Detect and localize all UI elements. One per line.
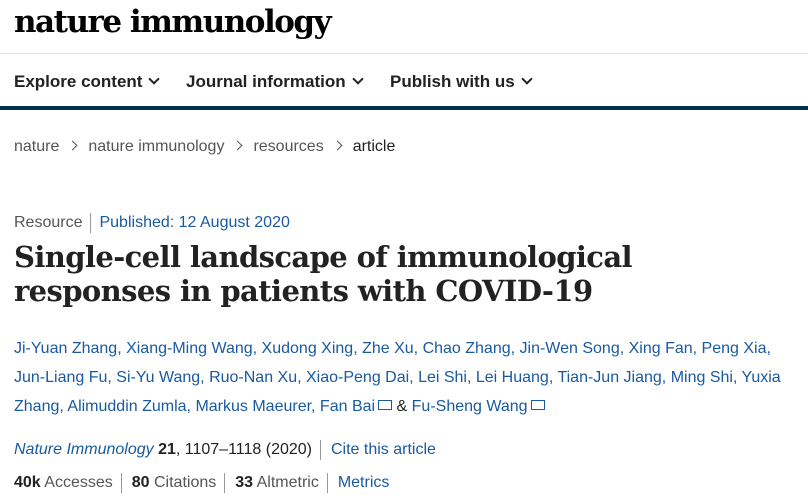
journal-name: Nature Immunology xyxy=(14,441,154,459)
chevron-down-icon xyxy=(148,73,161,85)
author-link[interactable]: Ji-Yuan Zhang xyxy=(14,340,118,357)
author-link[interactable]: Markus Maeurer xyxy=(195,398,312,415)
mail-icon[interactable] xyxy=(378,400,393,410)
author-link[interactable]: Chao Zhang xyxy=(422,340,511,357)
breadcrumb-resources[interactable]: resources xyxy=(253,138,324,155)
author-ampersand: & xyxy=(396,398,408,415)
divider xyxy=(90,213,92,233)
published-date: Published: 12 August 2020 xyxy=(99,214,290,232)
author-list: Ji-Yuan Zhang, Xiang-Ming Wang, Xudong X… xyxy=(14,340,781,415)
citations-count: 80 xyxy=(131,474,150,492)
author-link[interactable]: Si-Yu Wang xyxy=(116,369,201,386)
divider xyxy=(319,440,321,460)
author-link[interactable]: Yuxia Zhang xyxy=(14,369,781,415)
divider xyxy=(326,473,328,493)
metrics-link[interactable]: Metrics xyxy=(337,474,390,492)
author-link[interactable]: Lei Huang xyxy=(475,369,549,386)
author-link[interactable]: Xiao-Peng Dai xyxy=(306,369,410,386)
article-title: Single-cell landscape of immunological r… xyxy=(14,240,633,308)
author-link[interactable]: Xiang-Ming Wang xyxy=(126,340,253,357)
breadcrumb-nature[interactable]: nature xyxy=(14,138,60,155)
cite-this-article-link[interactable]: Cite this article xyxy=(330,441,436,459)
mail-icon[interactable] xyxy=(530,400,545,410)
author-link[interactable]: Alimuddin Zumla xyxy=(67,398,187,415)
author-link[interactable]: Zhe Xu xyxy=(362,340,414,357)
chevron-down-icon xyxy=(521,73,533,85)
author-link[interactable]: Ming Shi xyxy=(670,369,733,386)
divider xyxy=(120,473,122,493)
author-link[interactable]: Fan Bai xyxy=(319,398,376,415)
journal-logo[interactable]: nature immunology xyxy=(14,4,332,40)
nav-label: Journal information xyxy=(186,72,346,91)
article-meta: Resource Published: 12 August 2020 xyxy=(14,213,290,233)
chevron-right-icon xyxy=(67,140,78,151)
chevron-right-icon xyxy=(233,140,243,151)
nav-publish-with-us[interactable]: Publish with us xyxy=(390,72,533,92)
author-link[interactable]: Lei Shi xyxy=(418,369,467,386)
author-link[interactable]: Fu-Sheng Wang xyxy=(411,398,528,415)
accesses-count: 40k xyxy=(14,474,41,492)
volume: 21 xyxy=(158,441,176,459)
altmetric-score: 33 xyxy=(235,474,254,492)
citations-label: Citations xyxy=(153,474,217,492)
nav-journal-information[interactable]: Journal information xyxy=(186,72,364,92)
author-link[interactable]: Peng Xia xyxy=(701,340,767,357)
citation-line: Nature Immunology 21, 1107–1118 (2020) Ci… xyxy=(14,440,436,460)
author-link[interactable]: Ruo-Nan Xu xyxy=(209,369,298,386)
breadcrumb: nature nature immunology resources article xyxy=(14,138,395,156)
article-metrics: 40k Accesses 80 Citations 33 Altmetric Metr… xyxy=(14,473,389,493)
author-link[interactable]: Tian-Jun Jiang xyxy=(557,369,662,386)
nav-explore-content[interactable]: Explore content xyxy=(14,72,161,92)
breadcrumb-article: article xyxy=(352,138,396,155)
chevron-right-icon xyxy=(332,140,343,151)
accesses-label: Accesses xyxy=(44,474,113,492)
chevron-down-icon xyxy=(351,73,364,85)
main-nav: Explore content Journal information Publ… xyxy=(0,53,808,110)
pages: 1107–1118 (2020) xyxy=(184,441,312,459)
author-link[interactable]: Jin-Wen Song xyxy=(519,340,620,357)
author-link[interactable]: Jun-Liang Fu xyxy=(14,369,108,386)
nav-label: Explore content xyxy=(14,72,143,91)
author-link[interactable]: Xing Fan xyxy=(628,340,693,357)
altmetric-label: Altmetric xyxy=(256,474,319,492)
divider xyxy=(224,473,226,493)
article-type: Resource xyxy=(14,214,83,232)
author-link[interactable]: Xudong Xing xyxy=(261,340,354,357)
breadcrumb-nature-immunology[interactable]: nature immunology xyxy=(88,138,225,155)
nav-label: Publish with us xyxy=(390,72,515,91)
